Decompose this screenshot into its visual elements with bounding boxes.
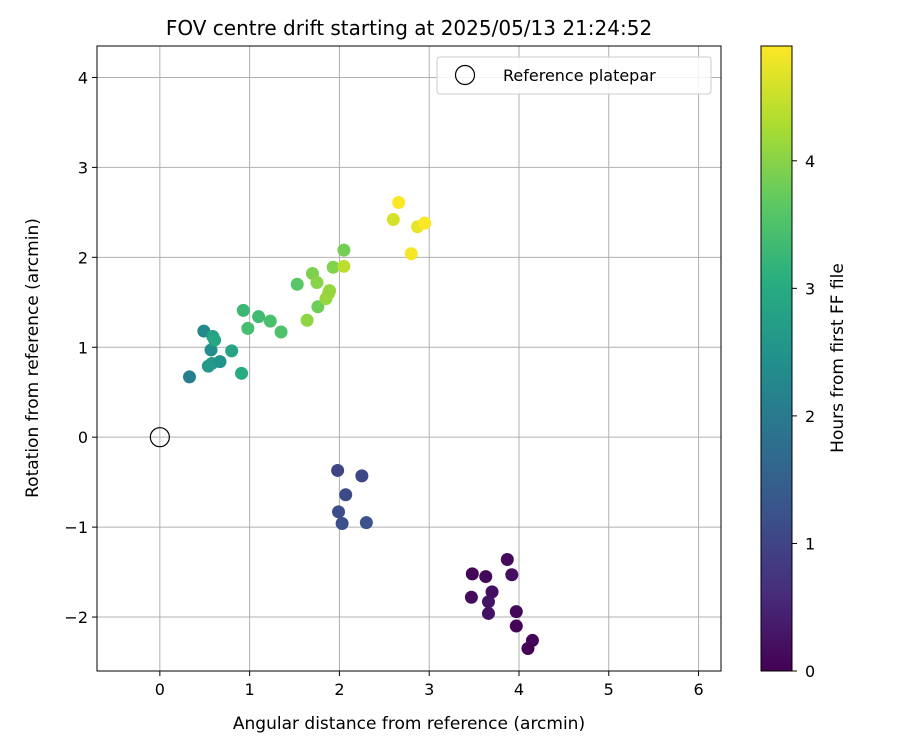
data-point bbox=[392, 195, 406, 209]
data-point bbox=[509, 605, 523, 619]
colorbar-tick-label: 2 bbox=[805, 407, 815, 426]
plot-frame bbox=[96, 45, 722, 672]
data-point bbox=[331, 463, 345, 477]
data-point bbox=[290, 277, 304, 291]
x-tick-label: 4 bbox=[514, 680, 524, 699]
chart-title: FOV centre drift starting at 2025/05/13 … bbox=[166, 16, 652, 40]
colorbar-scale bbox=[760, 45, 793, 672]
y-axis-label: Rotation from reference (arcmin) bbox=[23, 218, 43, 498]
data-point bbox=[182, 370, 196, 384]
y-tick-label: 0 bbox=[78, 428, 88, 447]
legend: Reference platepar bbox=[436, 56, 712, 95]
data-point bbox=[335, 517, 349, 531]
data-point bbox=[311, 300, 325, 314]
y-tick-label: 2 bbox=[78, 248, 88, 267]
data-point bbox=[418, 216, 432, 230]
colorbar-tick-label: 3 bbox=[805, 279, 815, 298]
data-point bbox=[300, 313, 314, 327]
data-point bbox=[225, 344, 239, 358]
reference-platepar-marker bbox=[149, 427, 170, 448]
legend-box bbox=[436, 56, 712, 95]
data-point bbox=[481, 606, 495, 620]
data-point bbox=[485, 585, 499, 599]
data-point bbox=[252, 310, 266, 324]
y-tick-label: 3 bbox=[78, 158, 88, 177]
data-point bbox=[236, 303, 250, 317]
data-point bbox=[274, 325, 288, 339]
data-point bbox=[326, 260, 340, 274]
x-tick-label: 2 bbox=[334, 680, 344, 699]
data-point bbox=[337, 259, 351, 273]
data-point bbox=[509, 619, 523, 633]
legend-entry-label: Reference platepar bbox=[503, 66, 656, 85]
grid-lines bbox=[97, 46, 721, 671]
x-tick-label: 0 bbox=[155, 680, 165, 699]
data-point bbox=[464, 590, 478, 604]
data-point bbox=[339, 488, 353, 502]
x-axis-ticks: 0 1 2 3 4 5 6 bbox=[155, 671, 704, 699]
data-point bbox=[323, 284, 337, 298]
colorbar-label: Hours from first FF file bbox=[828, 263, 848, 453]
data-point bbox=[263, 314, 277, 328]
y-tick-label: −2 bbox=[64, 608, 88, 627]
data-point bbox=[404, 247, 418, 261]
x-tick-label: 5 bbox=[604, 680, 614, 699]
colorbar-tick-label: 4 bbox=[805, 152, 815, 171]
data-point bbox=[208, 333, 222, 347]
data-point bbox=[355, 469, 369, 483]
data-point bbox=[386, 213, 400, 227]
data-points bbox=[182, 195, 539, 656]
colorbar-tick-label: 0 bbox=[805, 662, 815, 681]
data-point bbox=[310, 276, 324, 290]
data-point bbox=[204, 343, 218, 357]
data-point bbox=[500, 552, 514, 566]
data-point bbox=[337, 243, 351, 257]
colorbar-ticks: 0 1 2 3 4 bbox=[792, 152, 815, 681]
reference-marker-layer bbox=[149, 427, 170, 448]
legend-marker bbox=[454, 64, 476, 86]
data-point bbox=[465, 567, 479, 581]
data-point bbox=[359, 516, 373, 530]
colorbar-tick-label: 1 bbox=[805, 534, 815, 553]
y-tick-label: 4 bbox=[78, 68, 88, 87]
x-tick-label: 6 bbox=[693, 680, 703, 699]
data-point bbox=[481, 595, 495, 609]
data-point bbox=[521, 642, 535, 656]
x-axis-label: Angular distance from reference (arcmin) bbox=[233, 714, 585, 734]
data-point bbox=[479, 570, 493, 584]
y-axis-ticks: −2 −1 0 1 2 3 4 bbox=[64, 68, 97, 627]
data-point bbox=[505, 568, 519, 582]
data-point bbox=[235, 366, 249, 380]
colorbar: 0 1 2 3 4 Hours from first FF file bbox=[760, 45, 848, 681]
x-tick-label: 1 bbox=[245, 680, 255, 699]
x-tick-label: 3 bbox=[424, 680, 434, 699]
data-point bbox=[241, 321, 255, 335]
y-tick-label: 1 bbox=[78, 338, 88, 357]
data-point bbox=[332, 505, 346, 519]
data-point bbox=[213, 355, 227, 369]
y-tick-label: −1 bbox=[64, 518, 88, 537]
